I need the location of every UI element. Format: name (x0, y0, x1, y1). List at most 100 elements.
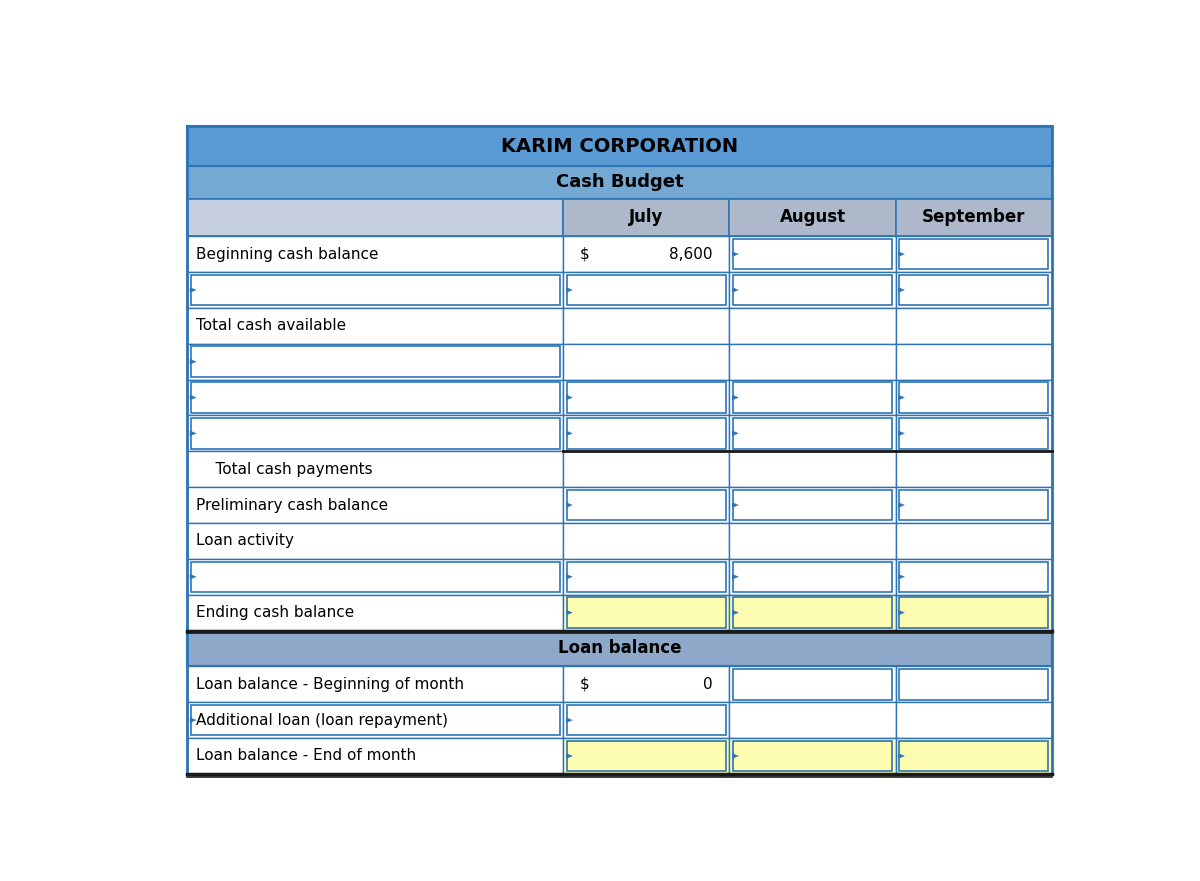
Bar (899, 239, 1049, 270)
Polygon shape (190, 395, 196, 400)
Bar (733, 418, 892, 448)
Bar (895, 307, 1052, 344)
Bar (733, 275, 892, 305)
Bar (733, 382, 892, 412)
Polygon shape (899, 287, 905, 292)
Bar (733, 669, 892, 700)
Bar (568, 490, 726, 521)
Bar (187, 344, 564, 380)
Text: Total cash available: Total cash available (196, 318, 346, 333)
Bar (187, 451, 564, 487)
Text: September: September (922, 209, 1026, 226)
Polygon shape (190, 718, 196, 722)
Bar (730, 451, 895, 487)
Polygon shape (899, 574, 905, 579)
Bar (187, 236, 564, 272)
Bar (564, 236, 730, 272)
Bar (730, 416, 895, 451)
Bar (564, 523, 730, 559)
Polygon shape (190, 287, 196, 292)
Polygon shape (732, 753, 738, 759)
Polygon shape (190, 359, 196, 364)
Bar (895, 344, 1052, 380)
Polygon shape (566, 718, 572, 722)
Polygon shape (566, 287, 572, 292)
Bar (730, 595, 895, 631)
Bar (733, 490, 892, 521)
Polygon shape (899, 395, 905, 400)
Bar (730, 344, 895, 380)
Bar (730, 236, 895, 272)
Bar (187, 307, 564, 344)
Bar (730, 666, 895, 702)
Polygon shape (566, 753, 572, 759)
Polygon shape (732, 431, 738, 436)
Bar (191, 346, 559, 377)
Bar (187, 126, 1052, 167)
Polygon shape (899, 753, 905, 759)
Bar (564, 666, 730, 702)
Bar (564, 559, 730, 595)
Bar (895, 198, 1052, 236)
Bar (568, 275, 726, 305)
Bar (733, 597, 892, 628)
Bar (730, 307, 895, 344)
Bar (895, 738, 1052, 774)
Bar (730, 487, 895, 523)
Bar (191, 705, 559, 736)
Polygon shape (566, 574, 572, 579)
Text: 8,600: 8,600 (670, 247, 713, 262)
Polygon shape (732, 574, 738, 579)
Polygon shape (566, 431, 572, 436)
Bar (895, 380, 1052, 416)
Bar (187, 416, 564, 451)
Bar (564, 307, 730, 344)
Text: Preliminary cash balance: Preliminary cash balance (196, 498, 388, 513)
Bar (564, 416, 730, 451)
Bar (895, 666, 1052, 702)
Text: Loan balance: Loan balance (558, 640, 682, 657)
Bar (187, 595, 564, 631)
Bar (187, 631, 1052, 666)
Bar (899, 418, 1049, 448)
Bar (191, 561, 559, 592)
Polygon shape (732, 395, 738, 400)
Bar (187, 272, 564, 307)
Bar (187, 380, 564, 416)
Bar (895, 451, 1052, 487)
Bar (187, 702, 564, 738)
Bar (564, 451, 730, 487)
Bar (899, 275, 1049, 305)
Bar (564, 595, 730, 631)
Bar (899, 741, 1049, 771)
Bar (568, 705, 726, 736)
Polygon shape (566, 395, 572, 400)
Bar (568, 418, 726, 448)
Bar (895, 236, 1052, 272)
Bar (730, 272, 895, 307)
Bar (895, 487, 1052, 523)
Text: August: August (780, 209, 846, 226)
Bar (191, 418, 559, 448)
Bar (895, 272, 1052, 307)
Text: Loan balance - Beginning of month: Loan balance - Beginning of month (196, 677, 463, 692)
Text: KARIM CORPORATION: KARIM CORPORATION (502, 137, 738, 156)
Bar (564, 702, 730, 738)
Bar (568, 382, 726, 412)
Bar (733, 561, 892, 592)
Text: Ending cash balance: Ending cash balance (196, 605, 354, 620)
Bar (730, 523, 895, 559)
Bar (564, 738, 730, 774)
Text: Cash Budget: Cash Budget (556, 174, 684, 191)
Bar (730, 380, 895, 416)
Polygon shape (732, 287, 738, 292)
Bar (191, 275, 559, 305)
Bar (730, 702, 895, 738)
Bar (568, 597, 726, 628)
Text: Additional loan (loan repayment): Additional loan (loan repayment) (196, 713, 448, 728)
Bar (730, 198, 895, 236)
Bar (899, 597, 1049, 628)
Bar (564, 272, 730, 307)
Polygon shape (190, 431, 196, 436)
Bar (899, 561, 1049, 592)
